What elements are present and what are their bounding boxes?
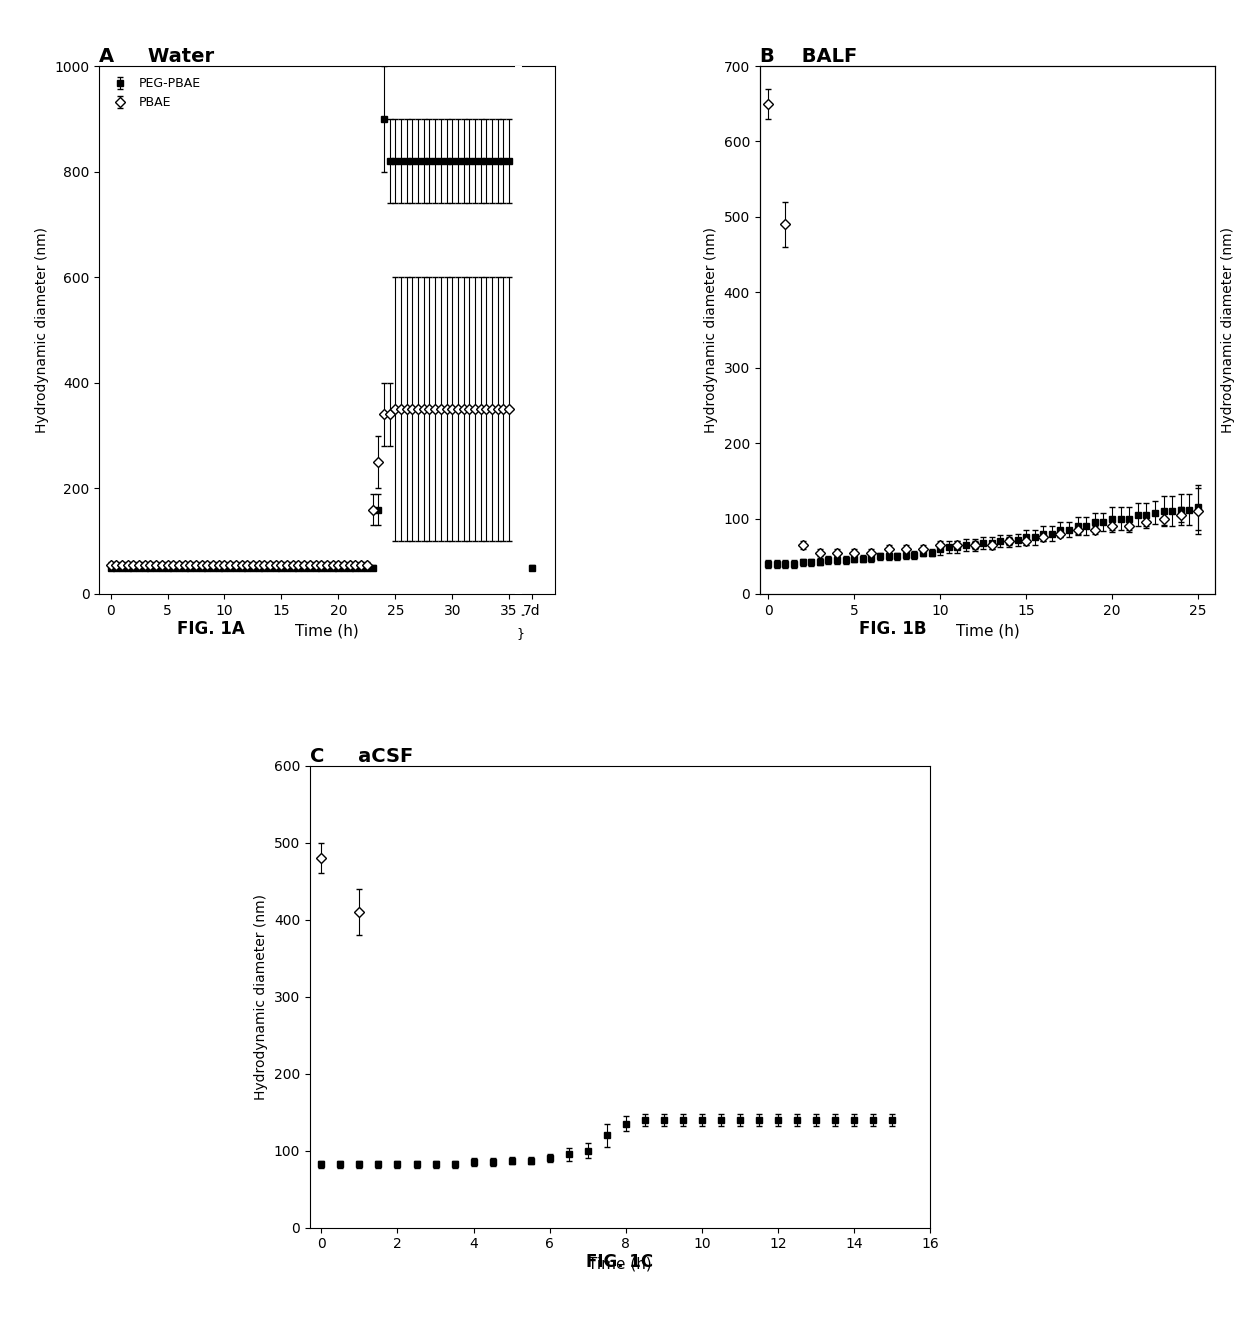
Legend: PEG-PBAE, PBAE: PEG-PBAE, PBAE <box>105 73 206 115</box>
Y-axis label: Hydrodynamic diameter (nm): Hydrodynamic diameter (nm) <box>1220 227 1235 433</box>
Y-axis label: Hydrodynamic diameter (nm): Hydrodynamic diameter (nm) <box>35 227 48 433</box>
Text: FIG. 1B: FIG. 1B <box>859 619 926 638</box>
Text: $\}$: $\}$ <box>516 626 525 642</box>
X-axis label: Time (h): Time (h) <box>588 1257 652 1272</box>
Y-axis label: Hydrodynamic diameter (nm): Hydrodynamic diameter (nm) <box>254 894 268 1100</box>
X-axis label: Time (h): Time (h) <box>295 623 358 639</box>
Text: FIG. 1A: FIG. 1A <box>177 619 244 638</box>
Text: C     aCSF: C aCSF <box>310 747 413 766</box>
X-axis label: Time (h): Time (h) <box>956 623 1019 639</box>
Text: A     Water: A Water <box>99 48 215 66</box>
Text: B    BALF: B BALF <box>760 48 857 66</box>
Y-axis label: Hydrodynamic diameter (nm): Hydrodynamic diameter (nm) <box>704 227 718 433</box>
Text: FIG. 1C: FIG. 1C <box>587 1253 653 1271</box>
